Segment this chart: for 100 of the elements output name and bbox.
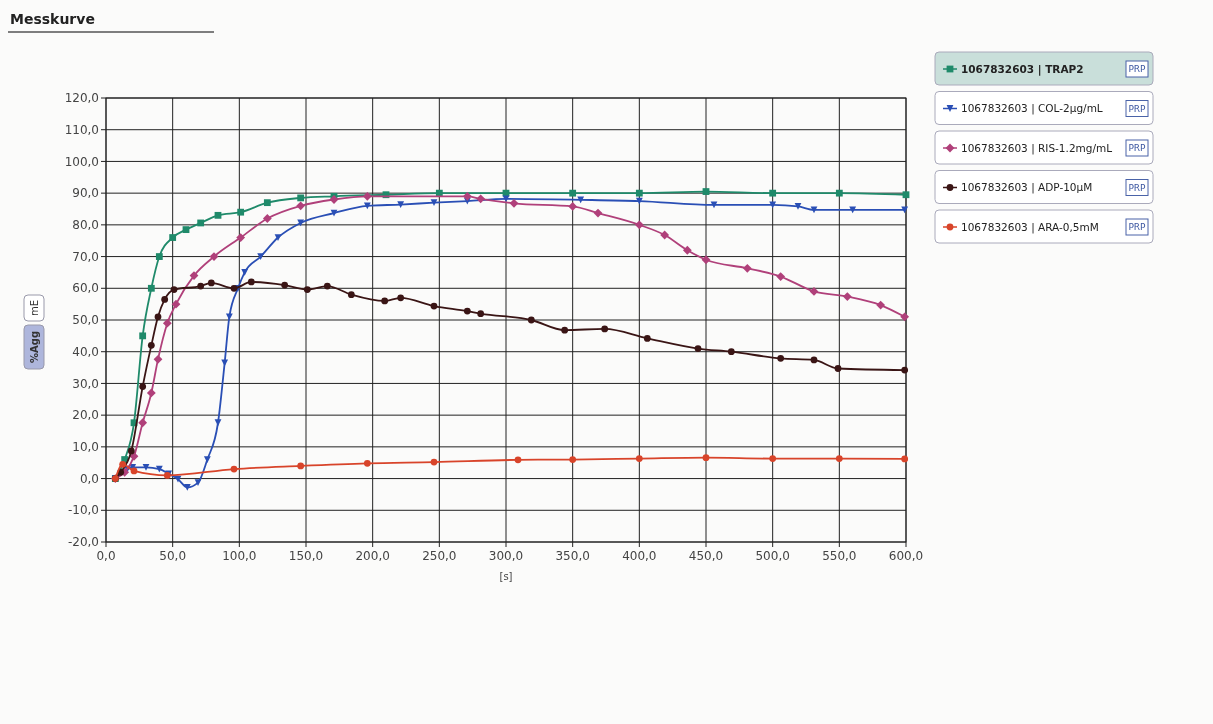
point xyxy=(139,332,147,340)
point xyxy=(138,418,148,428)
point xyxy=(635,189,643,197)
y-tick-label: 30,0 xyxy=(72,376,99,391)
point xyxy=(682,245,692,255)
legend-label: 1067832603 | TRAP2 xyxy=(961,62,1084,76)
point xyxy=(834,365,842,372)
point xyxy=(901,366,909,374)
point xyxy=(297,462,305,470)
x-tick-label: 500,0 xyxy=(755,549,790,563)
point xyxy=(794,203,802,210)
y-tick-label: 70,0 xyxy=(72,249,99,264)
point xyxy=(225,313,233,321)
point xyxy=(263,199,271,207)
point xyxy=(777,354,785,362)
point xyxy=(262,214,272,223)
point xyxy=(660,230,670,240)
point xyxy=(702,454,710,462)
point xyxy=(182,226,190,234)
y-tick-label: 0,0 xyxy=(79,471,99,486)
point xyxy=(303,286,311,293)
point xyxy=(146,388,156,398)
point xyxy=(297,219,305,227)
point xyxy=(155,253,163,260)
point xyxy=(241,269,249,276)
legend-label: 1067832603 | COL-2µg/mL xyxy=(961,102,1103,116)
point xyxy=(169,234,177,241)
point xyxy=(810,356,818,364)
point xyxy=(129,451,139,461)
text: PRP xyxy=(1128,182,1147,193)
text: mE xyxy=(29,299,40,317)
y-axis-title: %Agg xyxy=(29,330,40,364)
point xyxy=(183,484,191,491)
x-tick-label: 450,0 xyxy=(688,549,724,563)
point xyxy=(347,291,355,299)
point xyxy=(901,455,909,463)
text: PRP xyxy=(1128,222,1147,233)
point xyxy=(237,208,245,216)
text: PRP xyxy=(1128,103,1147,114)
x-tick-label: 400,0 xyxy=(622,549,657,563)
text: PRP xyxy=(1128,64,1147,75)
legend-label: 1067832603 | ARA-0,5mM xyxy=(961,220,1099,234)
point xyxy=(514,456,522,464)
point xyxy=(154,313,162,321)
point xyxy=(742,263,752,273)
y-tick-label: 80,0 xyxy=(72,218,99,233)
point xyxy=(155,465,163,473)
y-tick-label: 50,0 xyxy=(72,313,99,328)
y-tick-label: -20,0 xyxy=(67,535,99,550)
point xyxy=(247,278,255,286)
point xyxy=(127,447,135,455)
point xyxy=(643,334,651,342)
point xyxy=(710,201,718,209)
point xyxy=(397,201,405,208)
point xyxy=(593,208,603,218)
point xyxy=(230,284,238,292)
point xyxy=(502,195,510,203)
point xyxy=(702,188,710,195)
point xyxy=(142,464,150,471)
point xyxy=(297,194,305,202)
point xyxy=(257,253,265,260)
legend-label: 1067832603 | RIS-1.2mg/mL xyxy=(961,141,1113,155)
point xyxy=(900,312,910,322)
y-tick-label: 40,0 xyxy=(72,344,99,359)
point xyxy=(119,460,127,468)
point xyxy=(776,272,786,281)
point xyxy=(849,206,857,214)
point xyxy=(527,316,535,324)
point xyxy=(842,292,852,301)
point xyxy=(281,281,289,289)
point xyxy=(477,310,485,318)
point xyxy=(203,456,211,463)
point xyxy=(139,383,147,390)
point xyxy=(769,201,777,209)
point xyxy=(330,209,338,217)
point xyxy=(463,307,471,315)
point xyxy=(835,189,843,197)
point xyxy=(214,419,222,427)
point xyxy=(236,233,246,242)
point xyxy=(601,325,609,333)
point xyxy=(153,354,163,364)
point xyxy=(430,199,438,207)
point xyxy=(221,359,229,367)
legend-label: 1067832603 | ADP-10µM xyxy=(961,181,1093,195)
x-tick-label: 100,0 xyxy=(222,549,257,563)
y-tick-label: 110,0 xyxy=(64,122,99,137)
point xyxy=(296,201,306,211)
point xyxy=(381,297,389,305)
x-tick-label: 50,0 xyxy=(159,549,187,563)
point xyxy=(694,345,702,352)
x-tick-label: 550,0 xyxy=(822,549,857,563)
point xyxy=(835,455,843,462)
chart-title: Messkurve xyxy=(10,11,95,27)
point xyxy=(727,348,735,356)
point xyxy=(130,467,138,475)
x-tick-label: 0,0 xyxy=(96,549,116,563)
point xyxy=(362,191,372,201)
x-tick-label: 250,0 xyxy=(422,549,457,563)
y-tick-label: 90,0 xyxy=(72,186,99,201)
point xyxy=(476,194,486,204)
